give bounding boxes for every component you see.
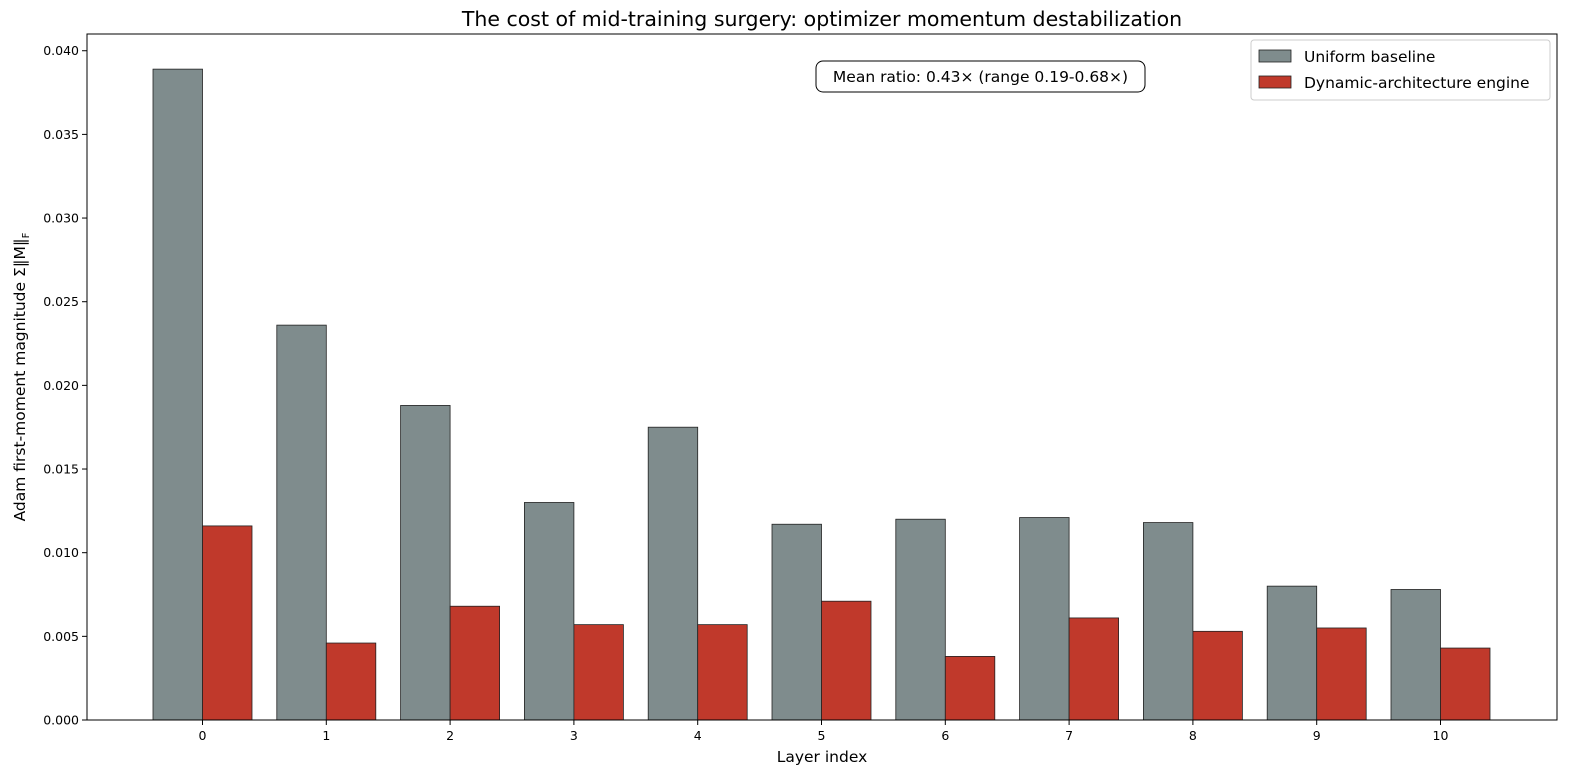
y-tick-label: 0.025: [43, 294, 79, 309]
legend-label-dynamic-architecture-engine: Dynamic-architecture engine: [1304, 74, 1530, 92]
y-tick-label: 0.015: [43, 462, 79, 477]
y-tick-label: 0.040: [43, 43, 79, 58]
y-tick-label: 0.010: [43, 545, 79, 560]
y-axis-ticks: 0.000 0.005 0.010 0.015 0.020 0.025 0.030 0.035…: [43, 43, 87, 728]
x-axis-label: Layer index: [777, 748, 868, 766]
bar-uniform-baseline-layer-0: [152, 68, 203, 721]
x-tick-label: 2: [446, 728, 454, 743]
legend-swatch-dynamic-architecture-engine: [1258, 75, 1292, 89]
bar-dynamic-architecture-engine-layer-4: [697, 624, 748, 721]
bar-dynamic-architecture-engine-layer-3: [573, 624, 624, 721]
bar-uniform-baseline-layer-6: [895, 518, 946, 721]
bar-uniform-baseline-layer-7: [1019, 517, 1070, 721]
x-axis-ticks: 0 1 2 3 4 5 6 7 8 9 10: [199, 720, 1449, 743]
bars-layer: [152, 68, 1491, 721]
bar-uniform-baseline-layer-9: [1266, 585, 1318, 721]
x-tick-label: 1: [322, 728, 330, 743]
bar-uniform-baseline-layer-4: [647, 426, 699, 721]
bar-dynamic-architecture-engine-layer-10: [1440, 647, 1491, 721]
legend-swatch-uniform-baseline: [1258, 49, 1292, 63]
y-tick-label: 0.020: [43, 378, 79, 393]
y-tick-label: 0.005: [43, 629, 79, 644]
y-tick-label: 0.000: [43, 713, 79, 728]
bar-dynamic-architecture-engine-layer-6: [944, 656, 996, 721]
y-tick-label: 0.035: [43, 127, 79, 142]
bar-uniform-baseline-layer-3: [524, 502, 575, 721]
bar-dynamic-architecture-engine-layer-7: [1068, 617, 1119, 721]
plot-frame: [86, 33, 1558, 721]
chart-title: The cost of mid-training surgery: optimi…: [461, 7, 1182, 31]
x-tick-label: 7: [1065, 728, 1073, 743]
x-tick-label: 0: [199, 728, 207, 743]
annotation-text: Mean ratio: 0.43× (range 0.19-0.68×): [833, 68, 1128, 86]
y-axis-label-subscript: F: [21, 232, 32, 238]
y-axis-label: Adam first-moment magnitude Σ‖M‖F: [11, 232, 32, 521]
x-tick-label: 5: [818, 728, 826, 743]
bar-dynamic-architecture-engine-layer-5: [821, 600, 872, 721]
bar-dynamic-architecture-engine-layer-9: [1316, 627, 1367, 721]
y-tick-label: 0.030: [43, 211, 79, 226]
legend-label-uniform-baseline: Uniform baseline: [1304, 48, 1435, 66]
x-tick-label: 9: [1313, 728, 1321, 743]
x-tick-label: 3: [570, 728, 578, 743]
legend-frame: [1250, 39, 1551, 101]
bar-dynamic-architecture-engine-layer-1: [325, 642, 377, 721]
x-tick-label: 4: [694, 728, 702, 743]
x-tick-label: 6: [941, 728, 949, 743]
x-tick-label: 8: [1189, 728, 1197, 743]
bar-uniform-baseline-layer-2: [400, 405, 451, 721]
bar-dynamic-architecture-engine-layer-0: [202, 525, 253, 721]
bar-uniform-baseline-layer-10: [1390, 589, 1441, 721]
bar-dynamic-architecture-engine-layer-2: [449, 605, 501, 721]
bar-dynamic-architecture-engine-layer-8: [1192, 630, 1243, 721]
annotation-box: Mean ratio: 0.43× (range 0.19-0.68×): [815, 60, 1146, 93]
bar-uniform-baseline-layer-8: [1143, 522, 1194, 721]
bar-uniform-baseline-layer-1: [276, 324, 327, 721]
bar-uniform-baseline-layer-5: [771, 523, 822, 721]
x-tick-label: 10: [1433, 728, 1449, 743]
legend: Uniform baseline Dynamic-architecture en…: [1250, 39, 1551, 101]
